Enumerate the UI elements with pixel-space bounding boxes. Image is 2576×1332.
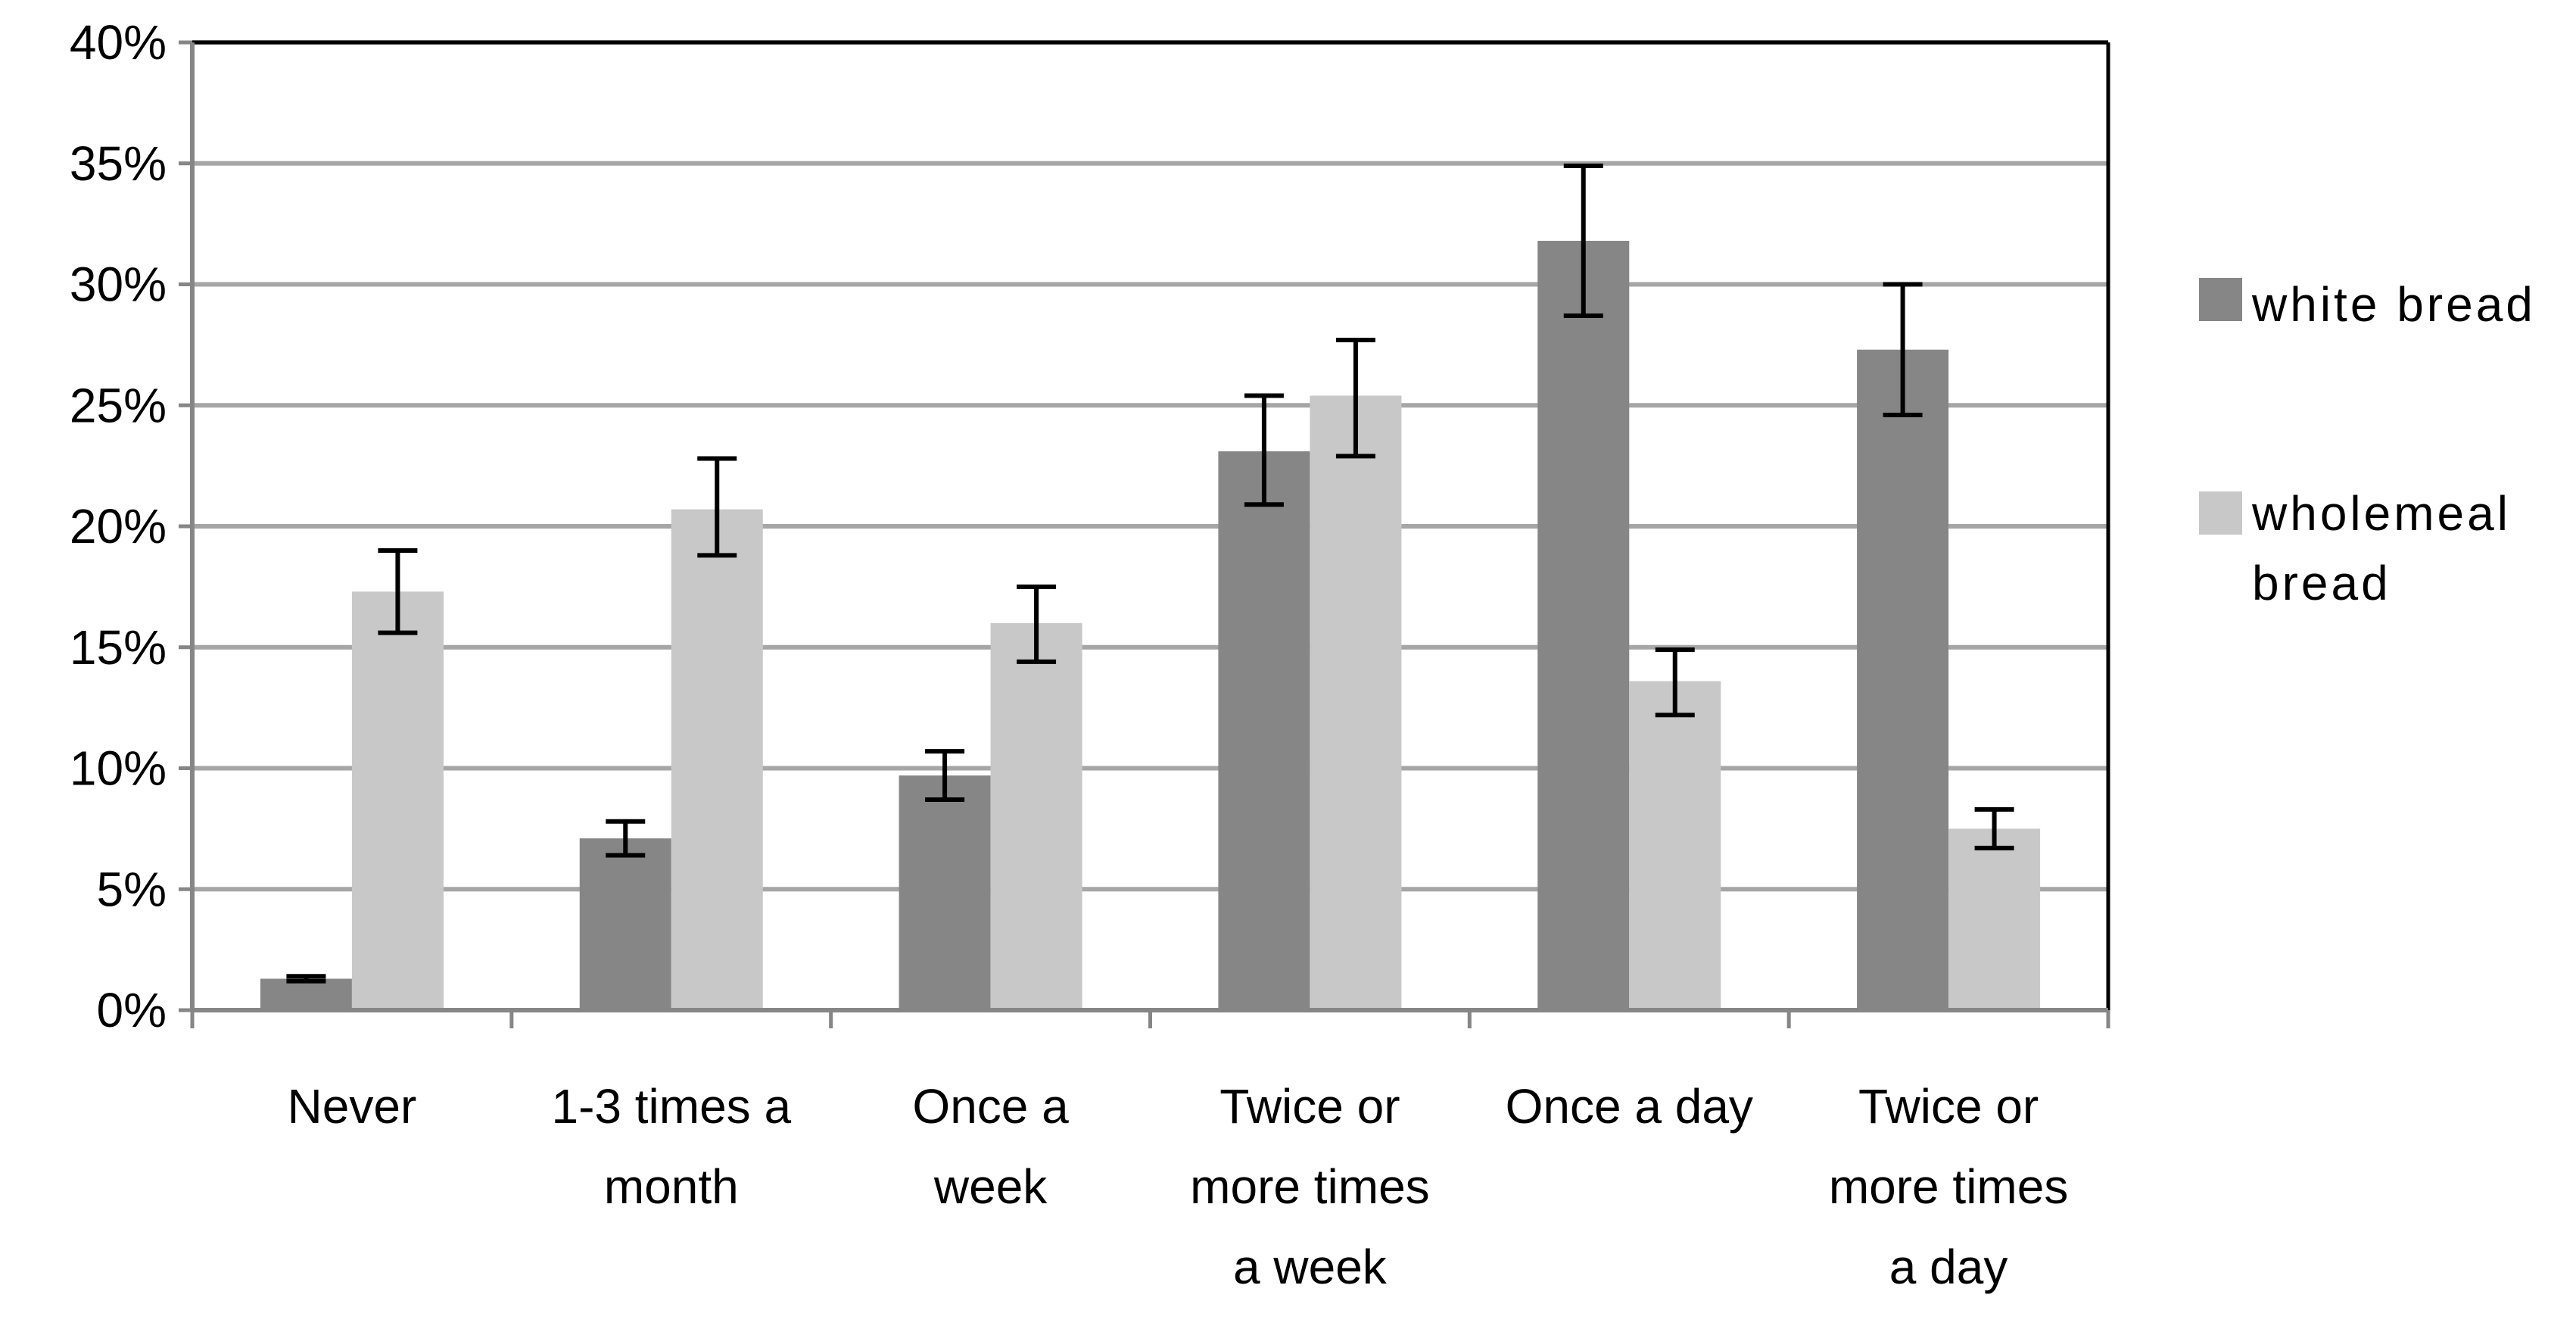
error-bars (286, 163, 2014, 984)
legend-label-white-bread: white bread (2251, 277, 2536, 332)
axes (179, 40, 2110, 1028)
bar-wholemeal-bread-3 (1310, 395, 1402, 1010)
y-tick-label: 10% (70, 741, 167, 796)
bar-white-bread-3 (1218, 451, 1310, 1010)
y-tick-label: 5% (97, 862, 167, 916)
bar-white-bread-1 (579, 838, 671, 1010)
gridlines (192, 40, 2108, 892)
y-tick-label: 25% (70, 378, 167, 432)
bar-white-bread-5 (1857, 349, 1949, 1010)
legend-label-wholemeal-bread: wholemeal bread (2251, 486, 2511, 610)
legend-swatch-wholemeal-bread (2199, 491, 2242, 535)
bar-wholemeal-bread-2 (990, 622, 1082, 1010)
y-tick-label: 20% (70, 499, 167, 554)
bars (260, 240, 2041, 1010)
bar-wholemeal-bread-5 (1948, 828, 2041, 1010)
bar-white-bread-2 (899, 775, 991, 1010)
x-category-label-2: Once a week (912, 1079, 1069, 1214)
y-tick-label: 30% (70, 257, 167, 312)
bar-wholemeal-bread-0 (351, 591, 444, 1010)
x-category-label-1: 1-3 times a month (551, 1079, 791, 1214)
bar-wholemeal-bread-4 (1629, 681, 1721, 1010)
y-tick-label: 40% (70, 15, 167, 70)
x-category-label-4: Once a day (1506, 1079, 1753, 1134)
y-tick-label: 35% (70, 136, 167, 191)
bar-white-bread-4 (1537, 240, 1630, 1010)
bar-white-bread-0 (260, 978, 352, 1010)
y-tick-label: 0% (97, 983, 167, 1037)
legend-swatch-white-bread (2199, 278, 2242, 321)
bar-wholemeal-bread-1 (671, 509, 763, 1010)
x-category-label-5: Twice or more times a day (1829, 1079, 2069, 1294)
axis-labels: 0% 5% 10% 15% 20% 25% 30% 35% 40% Never 1-3 times … (70, 15, 2068, 1294)
x-category-label-0: Never (288, 1079, 417, 1134)
legend: white bread wholemeal bread (2199, 277, 2536, 610)
x-category-label-3: Twice or more times a week (1190, 1079, 1430, 1294)
y-tick-label: 15% (70, 620, 167, 675)
